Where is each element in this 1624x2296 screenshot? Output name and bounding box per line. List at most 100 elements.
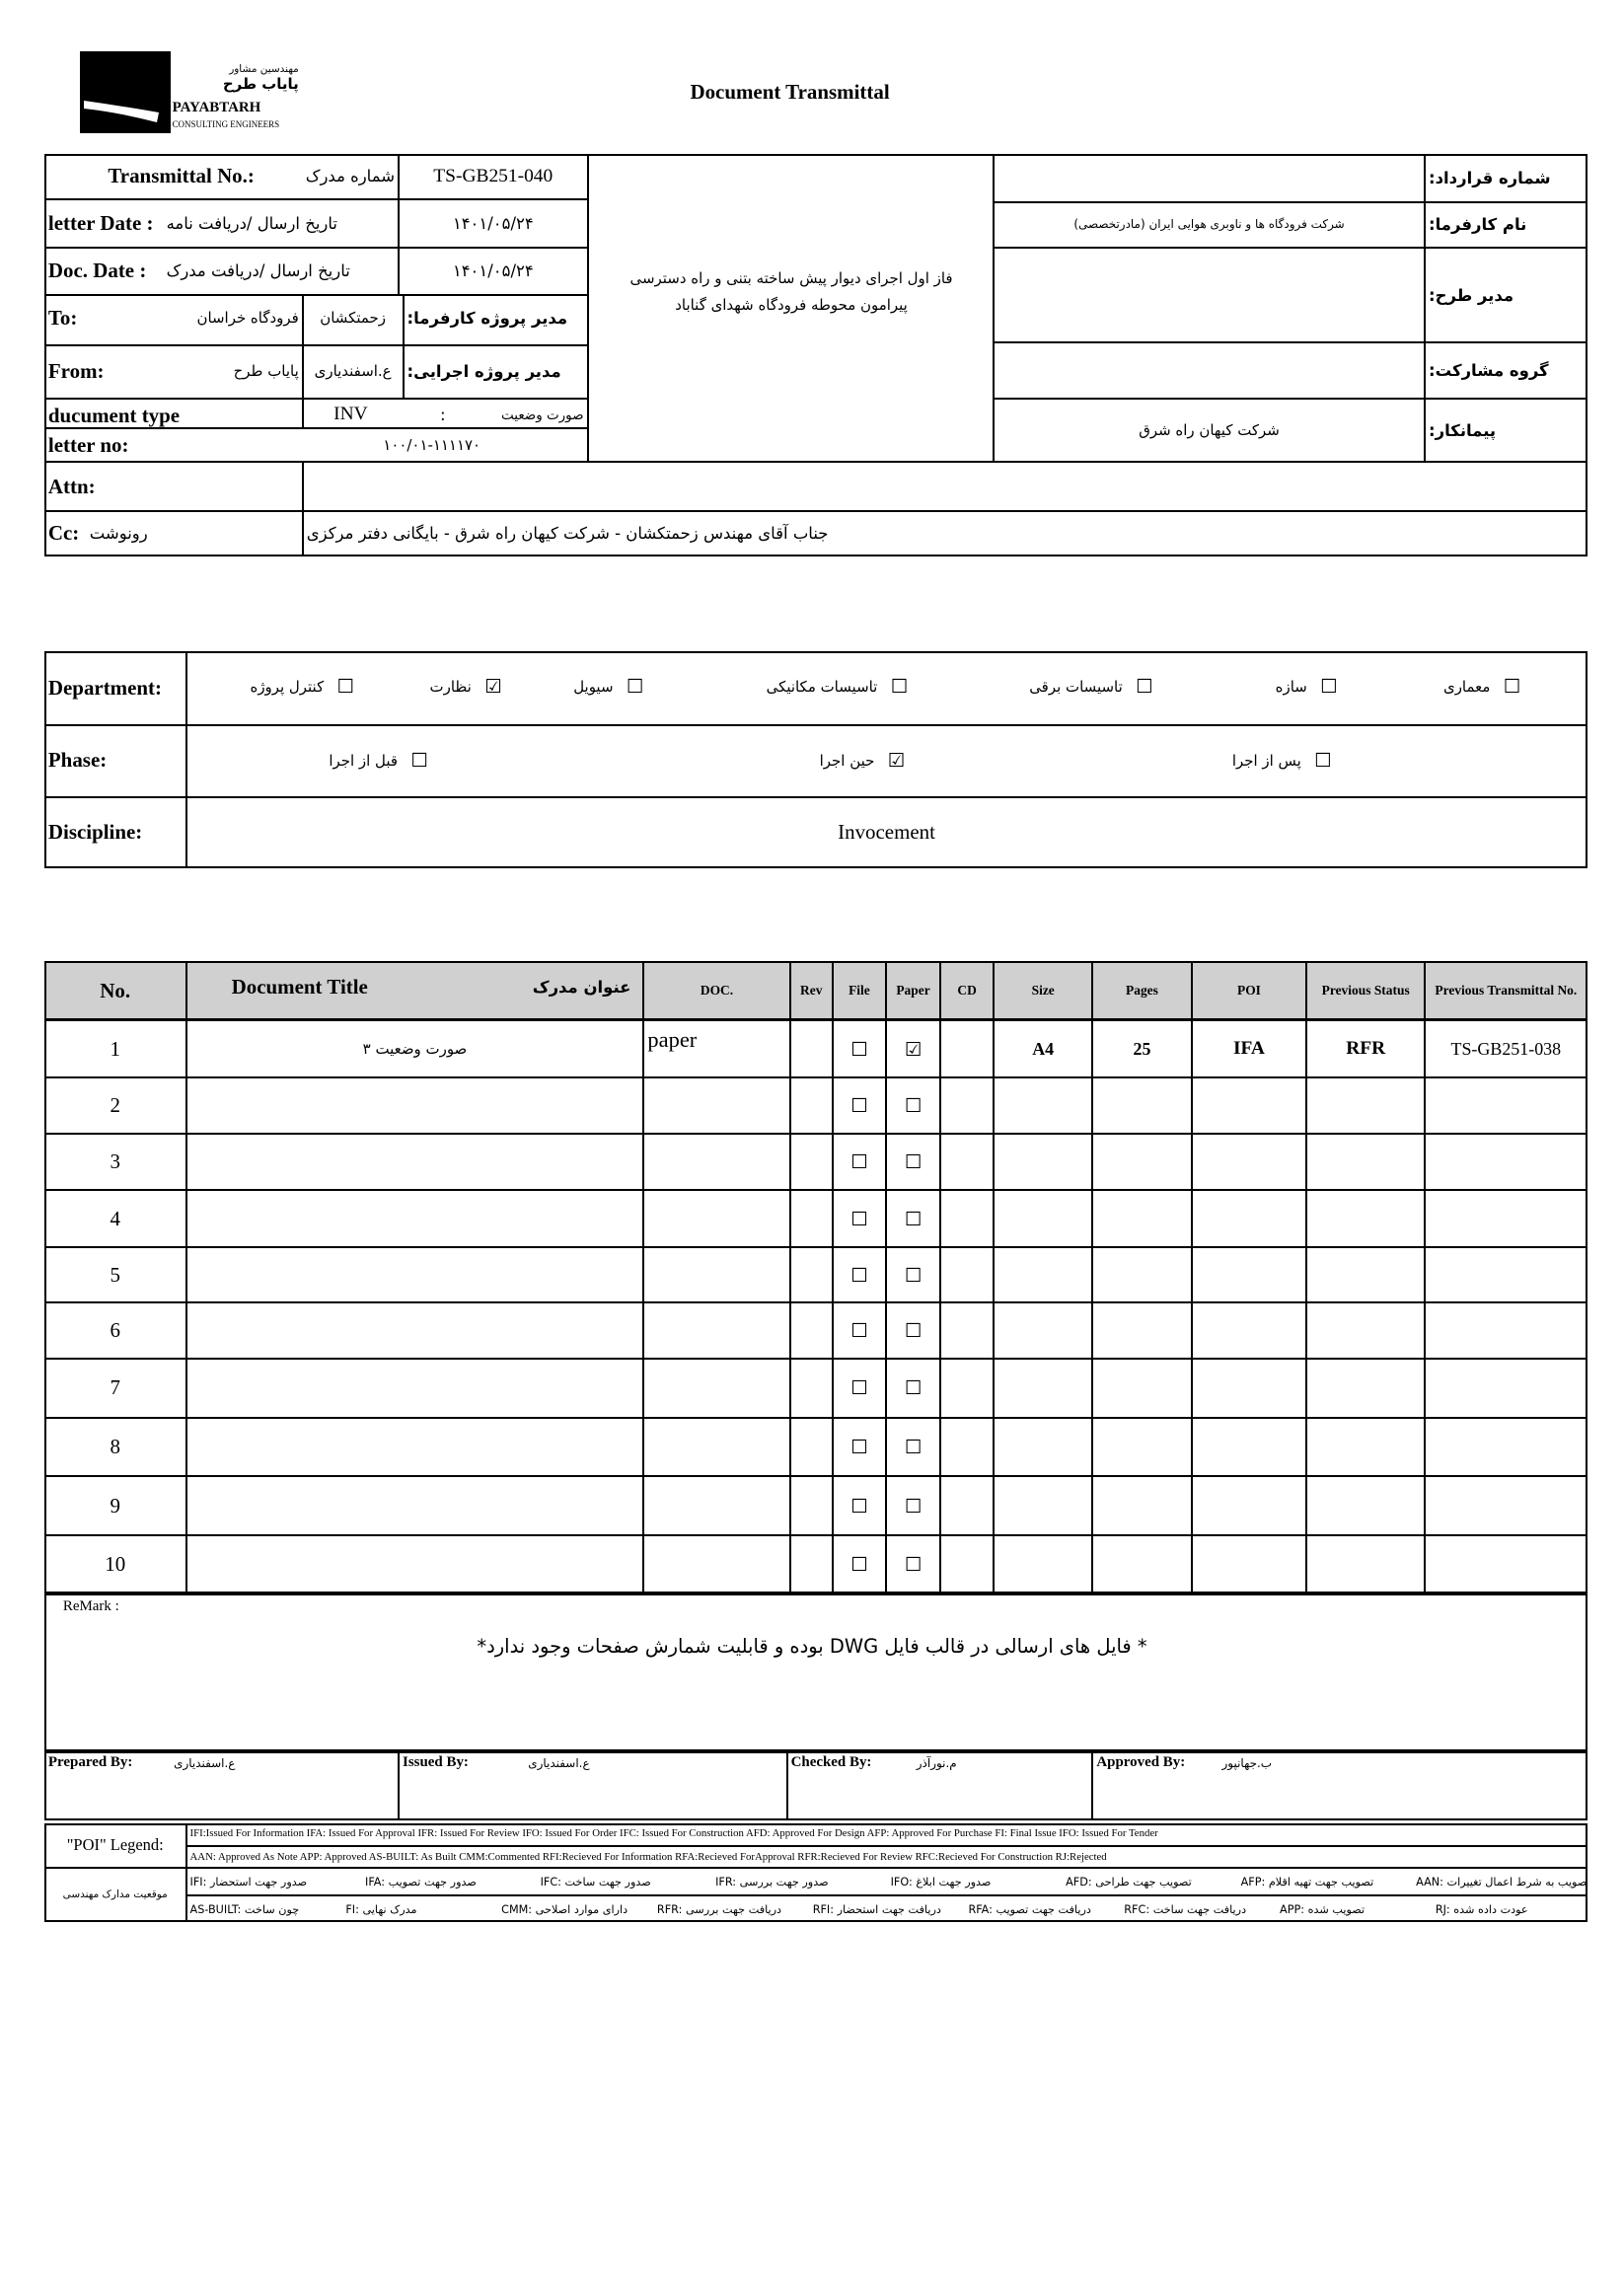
column-header: DOC. bbox=[700, 983, 734, 999]
column-header: Document Title bbox=[231, 974, 368, 999]
rule bbox=[831, 961, 834, 1593]
text: تاریخ ارسال /دریافت نامه bbox=[166, 214, 337, 234]
text: زحمتکشان bbox=[320, 309, 386, 328]
rule bbox=[185, 961, 187, 1593]
rule bbox=[994, 247, 1587, 250]
text: صورت وضعیت bbox=[501, 408, 584, 424]
text: تاسیسات برقی bbox=[1029, 677, 1123, 696]
text: Doc. Date : bbox=[47, 259, 147, 283]
rule bbox=[642, 961, 645, 1593]
signatures bbox=[43, 1750, 1587, 1821]
rule bbox=[43, 1300, 1587, 1303]
rule bbox=[939, 961, 942, 1593]
column-header: Pages bbox=[1126, 983, 1158, 999]
text: 25 bbox=[1133, 1038, 1151, 1059]
column-header: No. bbox=[100, 978, 131, 1002]
text: Prepared By: bbox=[47, 1754, 133, 1771]
text: تاسیسات مکانیکی bbox=[766, 677, 878, 696]
text: * فایل های ارسالی در قالب فایل DWG بوده … bbox=[477, 1634, 1147, 1658]
text: ۱۴۰۱/۰۵/۲۴ bbox=[452, 214, 534, 234]
checkbox: ☐ bbox=[904, 1318, 923, 1342]
checkbox: ☐ bbox=[410, 749, 428, 773]
text: شماره قرارداد: bbox=[1429, 168, 1551, 187]
text: RFR bbox=[1346, 1038, 1386, 1060]
rule bbox=[301, 295, 304, 428]
rule bbox=[43, 247, 588, 250]
text: پیمانکار: bbox=[1429, 420, 1497, 440]
text: Department: bbox=[47, 675, 163, 700]
rule bbox=[993, 961, 996, 1593]
rule bbox=[185, 650, 187, 868]
text: سازه bbox=[1275, 677, 1307, 696]
rule bbox=[993, 153, 996, 463]
rule bbox=[43, 509, 1587, 512]
rule bbox=[1190, 961, 1193, 1593]
checkbox: ☐ bbox=[904, 1552, 923, 1576]
text: فرودگاه خراسان bbox=[196, 309, 299, 328]
column-header: Previous Status bbox=[1321, 983, 1410, 999]
legend-item: RFA: دریافت جهت تصویب bbox=[968, 1903, 1091, 1917]
rule bbox=[43, 426, 588, 429]
text: 10 bbox=[105, 1551, 126, 1576]
remark-block bbox=[43, 1592, 1587, 1751]
text: 4 bbox=[110, 1206, 120, 1230]
text: 8 bbox=[110, 1434, 120, 1458]
rule bbox=[43, 1189, 1587, 1192]
checkbox: ☐ bbox=[850, 1150, 868, 1174]
checkbox: ☐ bbox=[850, 1207, 868, 1230]
text: نام کارفرما: bbox=[1429, 214, 1527, 234]
logo-text: CONSULTING ENGINEERS bbox=[172, 119, 280, 130]
rule bbox=[43, 1475, 1587, 1478]
text: 3 bbox=[110, 1149, 120, 1174]
rule bbox=[884, 961, 887, 1593]
text: ع.اسفندیاری bbox=[314, 362, 392, 381]
rule bbox=[1424, 961, 1427, 1593]
text: مدیر پروژه اجرایی: bbox=[406, 361, 561, 381]
checkbox: ☐ bbox=[336, 675, 354, 699]
text: نظارت bbox=[429, 677, 472, 696]
text: مدیر طرح: bbox=[1429, 285, 1514, 305]
rule bbox=[43, 344, 588, 347]
legend-item: IFA: صدور جهت تصویب bbox=[365, 1876, 477, 1889]
logo-text: مهندسین مشاور bbox=[229, 63, 299, 76]
rule bbox=[43, 1133, 1587, 1136]
checkbox: ☐ bbox=[850, 1263, 868, 1287]
logo-mark bbox=[80, 51, 171, 133]
text: Checked By: bbox=[790, 1754, 872, 1771]
text: گروه مشارکت: bbox=[1429, 361, 1549, 381]
logo-text: پایاب طرح bbox=[222, 75, 299, 94]
text: سیویل bbox=[573, 677, 614, 696]
text: IFI:Issued For Information IFA: Issued F… bbox=[189, 1826, 1158, 1839]
classification-block bbox=[43, 650, 1587, 868]
text: مدیر پروژه کارفرما: bbox=[406, 308, 568, 328]
text: 5 bbox=[110, 1262, 120, 1287]
legend-item: RFC: دریافت جهت ساخت bbox=[1124, 1903, 1247, 1917]
checkbox: ☐ bbox=[890, 675, 909, 699]
text: موقعیت مدارک مهندسی bbox=[62, 1888, 168, 1900]
text: 2 bbox=[110, 1093, 120, 1118]
rule bbox=[1091, 961, 1094, 1593]
text: 6 bbox=[110, 1317, 120, 1342]
legend-item: RJ: عودت داده شده bbox=[1435, 1903, 1528, 1917]
checkbox: ☑ bbox=[904, 1037, 923, 1061]
text: 1 bbox=[110, 1036, 120, 1061]
legend-item: APP: تصویب شده bbox=[1280, 1903, 1366, 1917]
text: ع.اسفندیاری bbox=[528, 1755, 590, 1770]
rule bbox=[994, 398, 1587, 401]
table-header bbox=[43, 961, 1587, 1020]
legend-item: RFR: دریافت جهت بررسی bbox=[656, 1903, 782, 1917]
text: ب.جهانپور bbox=[1221, 1755, 1273, 1770]
column-header: File bbox=[849, 983, 870, 999]
text: Phase: bbox=[47, 748, 108, 773]
text: قبل از اجرا bbox=[329, 751, 398, 770]
text: IFA bbox=[1232, 1038, 1265, 1060]
checkbox: ☐ bbox=[626, 675, 644, 699]
rule bbox=[43, 198, 588, 200]
documents-table bbox=[43, 961, 1587, 1593]
checkbox: ☐ bbox=[904, 1150, 923, 1174]
rule bbox=[185, 1894, 1587, 1897]
checkbox: ☐ bbox=[1314, 749, 1332, 773]
legend-item: AS-BUILT: چون ساخت bbox=[189, 1903, 300, 1917]
checkbox: ☐ bbox=[1503, 675, 1521, 699]
